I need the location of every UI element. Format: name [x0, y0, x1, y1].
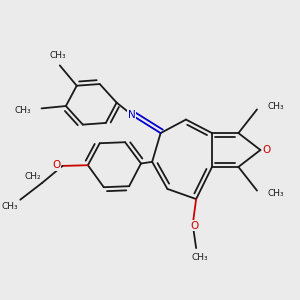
Text: N: N: [128, 110, 136, 121]
Text: O: O: [52, 160, 61, 170]
Text: O: O: [262, 145, 271, 155]
Text: CH₃: CH₃: [191, 253, 208, 262]
Text: CH₃: CH₃: [50, 52, 66, 61]
Text: CH₃: CH₃: [267, 189, 284, 198]
Text: CH₂: CH₂: [24, 172, 41, 181]
Text: CH₃: CH₃: [267, 102, 284, 111]
Text: CH₃: CH₃: [2, 202, 18, 211]
Text: CH₃: CH₃: [14, 106, 31, 115]
Text: O: O: [190, 221, 199, 231]
